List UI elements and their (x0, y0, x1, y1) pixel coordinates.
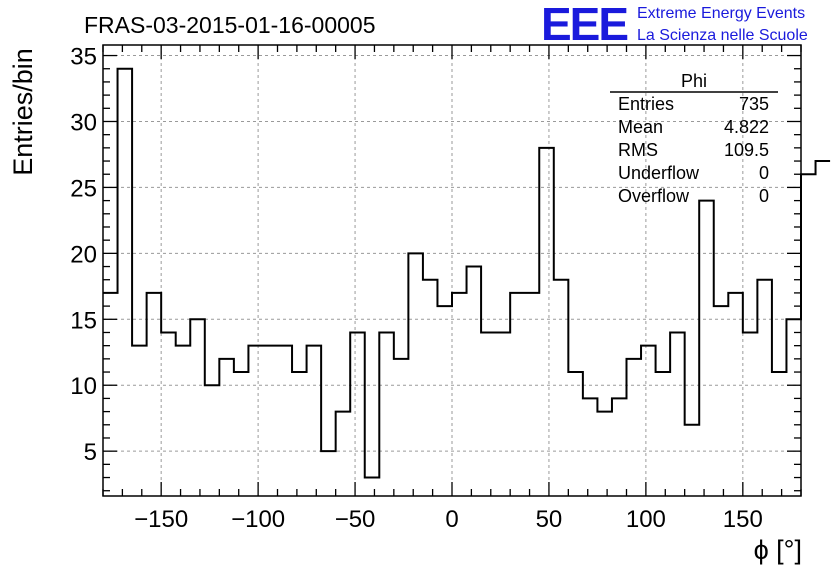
stats-row-value: 735 (739, 94, 769, 114)
x-tick-labels: −150 −100 −50 0 50 100 150 (134, 506, 763, 533)
y-axis-label: Entries/bin (8, 48, 38, 176)
x-tick-label: 100 (626, 506, 666, 533)
logo-line-2: La Scienza nelle Scuole (637, 27, 808, 44)
grid-lines (103, 45, 801, 496)
x-tick-label: −50 (335, 506, 376, 533)
stats-row-label: Underflow (618, 163, 700, 183)
x-tick-label: 0 (445, 506, 458, 533)
stats-box: Phi Entries 735 Mean 4.822 RMS 109.5 Underflow… (610, 71, 778, 206)
x-axis-label: ϕ [°] (754, 535, 802, 565)
logo-line-1: Extreme Energy Events (637, 5, 805, 22)
y-tick-label: 20 (70, 241, 97, 268)
y-tick-label: 5 (84, 439, 97, 466)
y-tick-label: 25 (70, 175, 97, 202)
stats-row-value: 0 (759, 186, 769, 206)
stats-row-value: 4.822 (724, 117, 769, 137)
histogram-outline (103, 67, 831, 479)
x-tick-label: 50 (536, 506, 563, 533)
x-tick-label: −150 (134, 506, 188, 533)
stats-row-label: Mean (618, 117, 663, 137)
y-tick-label: 35 (70, 44, 97, 71)
y-tick-label: 30 (70, 109, 97, 136)
stats-row-label: Overflow (618, 186, 690, 206)
stats-row-label: RMS (618, 140, 658, 160)
y-tick-label: 10 (70, 373, 97, 400)
x-tick-label: −100 (231, 506, 285, 533)
stats-row-value: 109.5 (724, 140, 769, 160)
x-tick-label: 150 (723, 506, 763, 533)
y-tick-label: 15 (70, 307, 97, 334)
eee-logo: EEE (541, 0, 627, 50)
stats-row-value: 0 (759, 163, 769, 183)
axis-ticks (102, 45, 802, 496)
stats-title: Phi (681, 71, 707, 91)
stats-row-label: Entries (618, 94, 674, 114)
chart-title: FRAS-03-2015-01-16-00005 (84, 12, 376, 38)
y-tick-labels: 5 10 15 20 25 30 35 (70, 44, 97, 467)
stats-rows: Entries 735 Mean 4.822 RMS 109.5 Underflow 0 Ove… (618, 94, 769, 206)
